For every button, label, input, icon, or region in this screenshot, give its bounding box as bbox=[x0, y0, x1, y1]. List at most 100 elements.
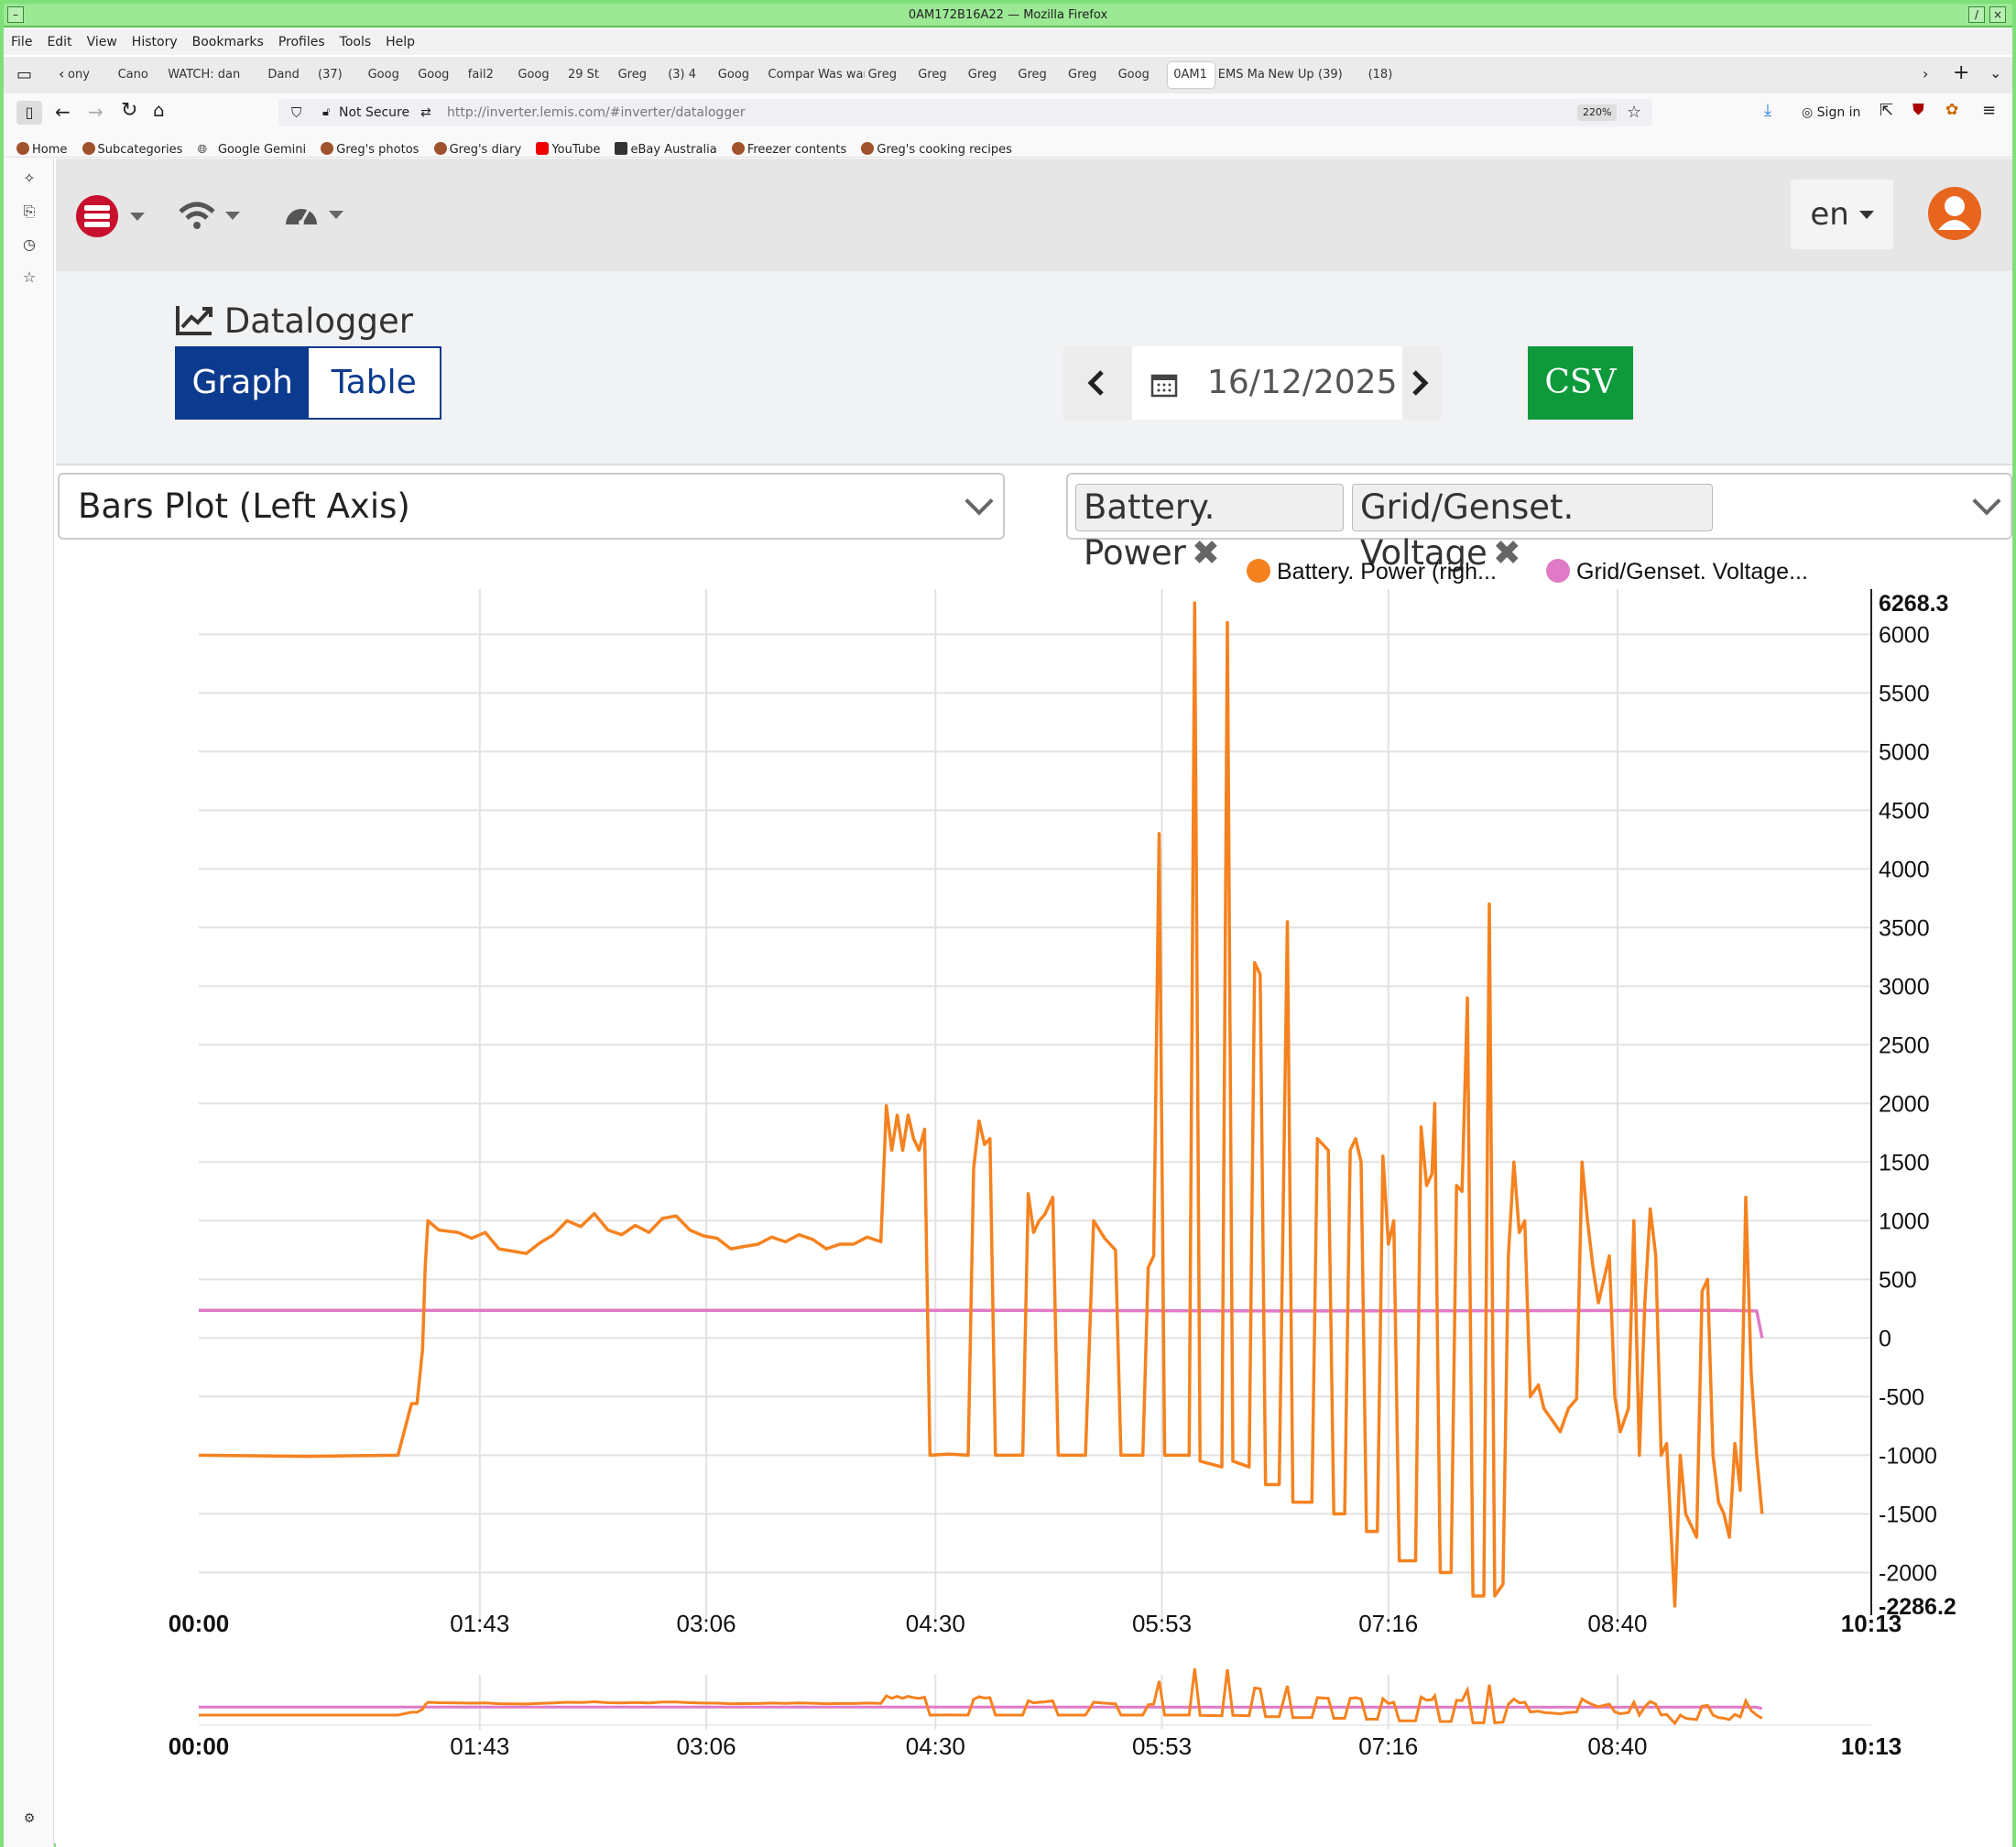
browser-tab[interactable]: New Up bbox=[1268, 68, 1314, 82]
browser-tab[interactable]: Greg bbox=[617, 68, 647, 82]
legend-item[interactable]: Grid/Genset. Voltage... bbox=[1576, 559, 1808, 585]
browser-tab[interactable]: (18) bbox=[1368, 68, 1393, 82]
datalogger-chart[interactable]: 6268.36000550050004500400035003000250020… bbox=[56, 158, 2012, 1847]
list-tabs-icon[interactable]: ⌄ bbox=[1989, 64, 2002, 82]
remove-chip-icon[interactable]: ✖ bbox=[1492, 533, 1521, 573]
url-bar[interactable]: ⛉ 🔓︎ Not Secure ⇄ http://inverter.lemis.… bbox=[278, 99, 1652, 126]
reload-icon[interactable]: ↻ bbox=[121, 99, 138, 122]
bookmark-diary[interactable]: Greg's diary bbox=[433, 142, 521, 157]
bookmark-star-icon[interactable]: ☆ bbox=[1627, 103, 1642, 122]
bookmark-gemini[interactable]: 🌐︎ Google Gemini bbox=[198, 137, 307, 157]
browser-tab[interactable]: ony bbox=[68, 68, 90, 82]
browser-tab[interactable]: Goog bbox=[1117, 68, 1150, 82]
browser-tab[interactable]: fail2 bbox=[467, 68, 494, 82]
browser-tab[interactable]: Greg bbox=[867, 68, 897, 82]
menu-tools[interactable]: Tools bbox=[339, 35, 372, 49]
youtube-icon bbox=[536, 142, 550, 155]
browser-tab[interactable]: Greg bbox=[918, 68, 947, 82]
browser-tab[interactable]: Goog bbox=[717, 68, 750, 82]
menu-profiles[interactable]: Profiles bbox=[278, 35, 325, 49]
remove-chip-icon[interactable]: ✖ bbox=[1191, 533, 1220, 573]
zoom-level[interactable]: 220% bbox=[1577, 104, 1618, 121]
browser-tab[interactable]: dan bbox=[217, 68, 241, 82]
bookmark-photos[interactable]: Greg's photos bbox=[321, 142, 419, 157]
history-icon[interactable]: ◷ bbox=[23, 235, 36, 253]
legend-swatch[interactable] bbox=[1247, 559, 1270, 583]
lock-insecure-icon: 🔓︎ bbox=[322, 105, 331, 119]
maximize-icon[interactable]: / bbox=[1968, 6, 1985, 23]
scroll-tabs-right-icon[interactable]: › bbox=[1923, 65, 1929, 82]
browser-tab[interactable]: Was war bbox=[818, 68, 865, 82]
addon-icon[interactable]: ✿ bbox=[1945, 101, 1959, 119]
security-label[interactable]: Not Secure bbox=[339, 105, 410, 120]
browser-tab[interactable]: Greg bbox=[967, 68, 997, 82]
menu-file[interactable]: File bbox=[11, 35, 33, 49]
browser-tab[interactable]: Goog bbox=[518, 68, 550, 82]
shield-icon[interactable]: ⛉ bbox=[291, 104, 302, 121]
browser-tab[interactable]: Goog bbox=[418, 68, 450, 82]
menu-bookmarks[interactable]: Bookmarks bbox=[191, 35, 264, 49]
extensions-icon[interactable]: ⇱ bbox=[1880, 101, 1894, 120]
browser-tab[interactable]: WATCH: bbox=[168, 68, 214, 82]
language-button[interactable]: en bbox=[1791, 180, 1893, 249]
close-window-icon[interactable]: × bbox=[1989, 6, 2006, 23]
legend-item[interactable]: Battery. Power (righ... bbox=[1277, 559, 1497, 585]
sidebar-toggle-icon[interactable]: ▯ bbox=[16, 101, 42, 125]
bookmark-freezer[interactable]: Freezer contents bbox=[731, 142, 846, 157]
csv-export-button[interactable]: CSV bbox=[1528, 346, 1633, 420]
back-icon[interactable]: ← bbox=[55, 101, 71, 123]
table-tab[interactable]: Table bbox=[331, 364, 417, 401]
browser-tab[interactable]: (37) bbox=[318, 68, 343, 82]
bookmark-home[interactable]: Home bbox=[16, 142, 67, 157]
plot-type-select[interactable]: Bars Plot (Left Axis) bbox=[58, 473, 1005, 540]
user-avatar[interactable] bbox=[1928, 187, 1981, 240]
home-icon[interactable]: ⌂ bbox=[153, 99, 165, 121]
permissions-icon[interactable]: ⇄ bbox=[420, 105, 431, 120]
browser-tab[interactable]: Greg bbox=[1018, 68, 1047, 82]
scroll-tabs-left-icon[interactable]: ‹ bbox=[59, 65, 65, 82]
browser-tab[interactable]: 0AM1 bbox=[1168, 62, 1215, 88]
series-multiselect[interactable]: Battery. Power ✖ Grid/Genset. Voltage ✖ bbox=[1066, 473, 2012, 573]
sign-in-button[interactable]: ◎ Sign in bbox=[1794, 100, 1868, 126]
next-day-icon[interactable] bbox=[1407, 368, 1433, 398]
browser-tab[interactable]: Cano bbox=[117, 68, 148, 82]
dashboard-menu[interactable] bbox=[283, 197, 343, 232]
legend-swatch[interactable] bbox=[1546, 559, 1570, 583]
synced-tabs-icon[interactable]: ⎘ bbox=[23, 202, 36, 220]
browser-tab[interactable]: (3) 4 bbox=[668, 68, 697, 82]
tab-overview-icon[interactable]: ▭ bbox=[16, 65, 33, 84]
browser-tab[interactable]: Dand bbox=[267, 68, 300, 82]
ublock-icon[interactable]: ⛊ bbox=[1912, 101, 1924, 119]
bookmark-youtube[interactable]: YouTube bbox=[536, 142, 600, 157]
prev-day-icon[interactable] bbox=[1084, 368, 1109, 398]
window-menu-icon[interactable]: – bbox=[7, 6, 24, 23]
browser-tab[interactable]: EMS Mar bbox=[1217, 68, 1265, 82]
menu-view[interactable]: View bbox=[86, 35, 117, 49]
menu-help[interactable]: Help bbox=[386, 35, 416, 49]
downloads-icon[interactable]: ⤓ bbox=[1764, 101, 1771, 120]
bookmark-subcategories[interactable]: Subcategories bbox=[82, 142, 182, 157]
browser-tab[interactable]: Compar bbox=[768, 68, 814, 82]
menu-edit[interactable]: Edit bbox=[47, 35, 72, 49]
device-menu[interactable] bbox=[75, 194, 145, 238]
forward-icon[interactable]: → bbox=[88, 101, 104, 123]
browser-tab[interactable]: Greg bbox=[1068, 68, 1097, 82]
ai-chatbot-icon[interactable]: ✧ bbox=[23, 169, 36, 187]
url-text[interactable]: http://inverter.lemis.com/#inverter/data… bbox=[447, 105, 746, 120]
network-menu[interactable] bbox=[178, 199, 240, 232]
bookmark-ebay[interactable]: eBay Australia bbox=[615, 142, 717, 157]
date-input[interactable]: 16/12/2025 bbox=[1132, 346, 1402, 420]
app-menu-icon[interactable]: ≡ bbox=[1982, 101, 1997, 120]
bookmark-recipes[interactable]: Greg's cooking recipes bbox=[861, 142, 1012, 157]
bookmark-label: YouTube bbox=[551, 143, 601, 157]
browser-tab[interactable]: Goog bbox=[367, 68, 399, 82]
new-tab-icon[interactable]: + bbox=[1953, 61, 1970, 84]
graph-tab[interactable]: Graph bbox=[177, 348, 309, 418]
customize-sidebar-icon[interactable]: ⚙ bbox=[23, 1811, 36, 1826]
menu-history[interactable]: History bbox=[131, 35, 178, 49]
x-tick-label: 03:06 bbox=[677, 1610, 736, 1637]
bookmarks-icon[interactable]: ☆ bbox=[22, 268, 37, 286]
browser-tab[interactable]: 29 St bbox=[568, 68, 600, 82]
browser-tab[interactable]: (39) bbox=[1318, 68, 1343, 82]
